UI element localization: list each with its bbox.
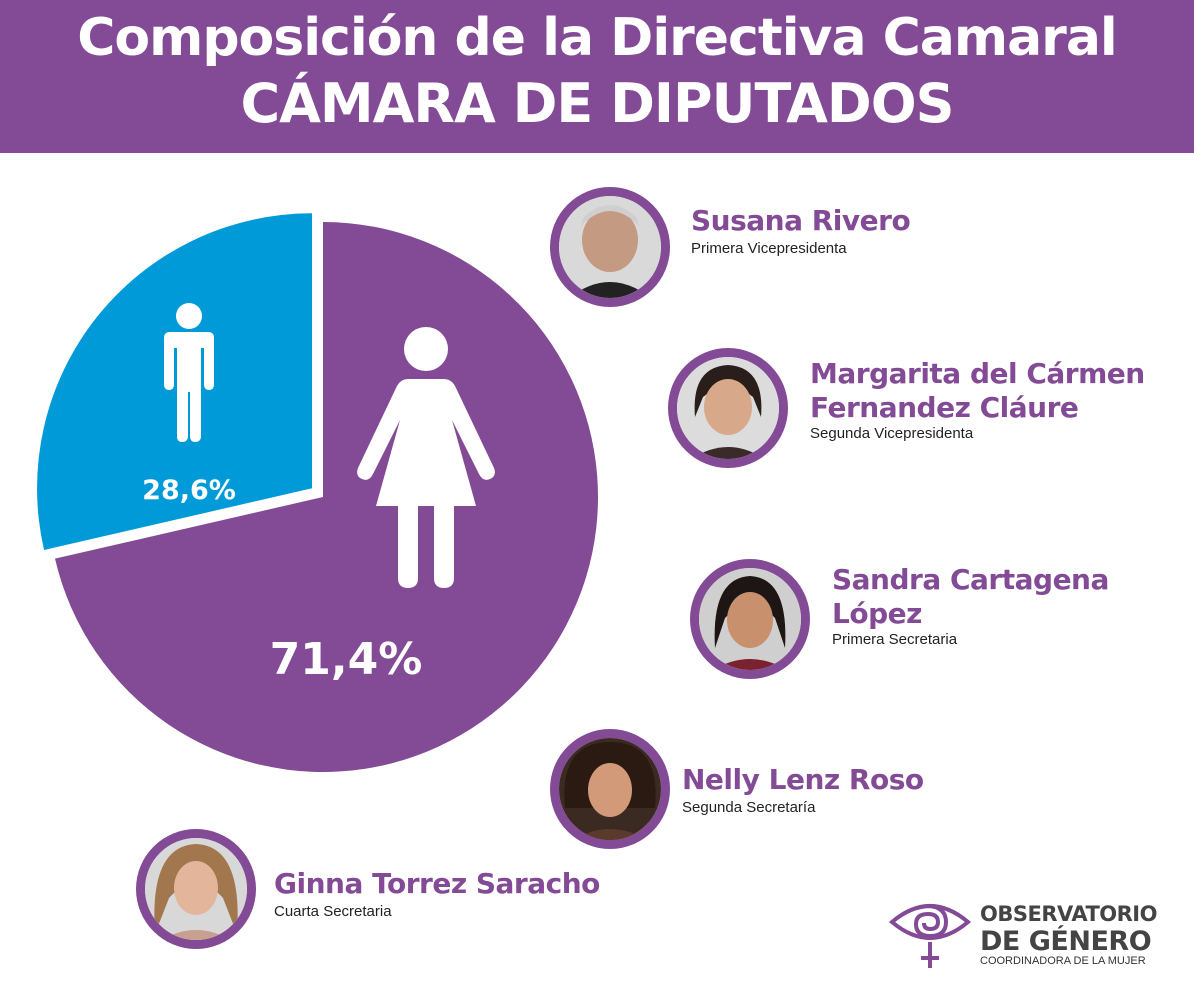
member-name-line2: Fernandez Cláure	[810, 391, 1079, 424]
header-banner: Composición de la Directiva Camaral CÁMA…	[0, 0, 1194, 153]
member-role: Primera Vicepresidenta	[691, 240, 847, 257]
eye-venus-icon	[888, 904, 972, 968]
avatar-margarita-fernandez	[668, 348, 788, 468]
pie-label-women: 71,4%	[270, 634, 423, 685]
logo-line2: DE GÉNERO	[980, 926, 1152, 957]
member-name: Ginna Torrez Saracho	[274, 867, 600, 900]
member-name-line1: Margarita del Cármen	[810, 357, 1145, 390]
member-role: Segunda Vicepresidenta	[810, 425, 974, 442]
page-subtitle: CÁMARA DE DIPUTADOS	[240, 72, 954, 135]
member-name: Nelly Lenz Roso	[682, 763, 924, 796]
member-name-line1: Sandra Cartagena	[832, 563, 1109, 596]
pie-slice-women	[55, 222, 598, 772]
avatar-susana-rivero	[550, 187, 670, 307]
page-title: Composición de la Directiva Camaral	[77, 8, 1117, 68]
member-name: Susana Rivero	[691, 204, 911, 237]
avatar-sandra-cartagena	[690, 559, 810, 679]
portrait-photo	[559, 738, 661, 840]
member-name-line2: López	[832, 597, 922, 630]
portrait-photo	[677, 357, 779, 459]
portrait-photo	[699, 568, 801, 670]
member-role: Primera Secretaria	[832, 631, 958, 648]
logo-line1: OBSERVATORIO	[980, 902, 1157, 926]
pie-label-men: 28,6%	[142, 475, 236, 506]
woman-icon	[357, 327, 495, 588]
observatorio-logo: OBSERVATORIO DE GÉNERO COORDINADORA DE L…	[888, 892, 1158, 972]
man-icon	[164, 303, 214, 442]
portrait-photo	[145, 838, 247, 940]
member-role: Cuarta Secretaria	[274, 903, 392, 920]
pie-chart: 28,6% 71,4%	[37, 213, 598, 772]
pie-slice-men	[37, 213, 313, 550]
logo-line3: COORDINADORA DE LA MUJER	[980, 955, 1146, 967]
avatar-nelly-lenz	[550, 729, 670, 849]
portrait-photo	[559, 196, 661, 298]
avatar-ginna-torrez	[136, 829, 256, 949]
member-role: Segunda Secretaría	[682, 799, 816, 816]
